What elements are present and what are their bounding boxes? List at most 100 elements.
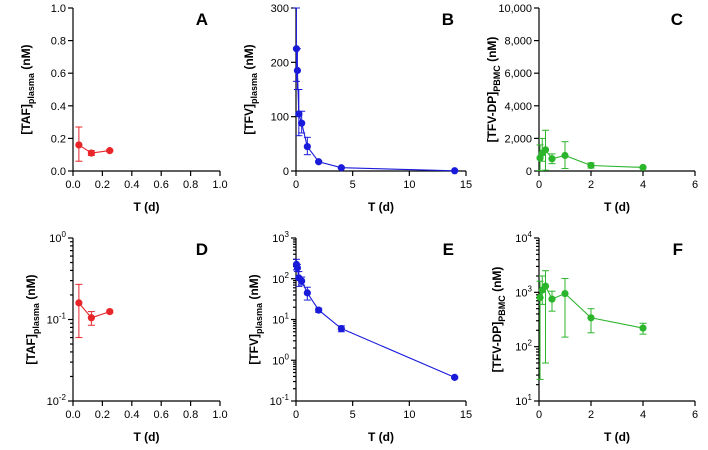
y-tick-label: 100 bbox=[271, 112, 289, 124]
y-axis-label-unit: (nM) bbox=[490, 267, 504, 296]
x-tick-label: 0 bbox=[536, 179, 542, 191]
y-tick-base: 10 bbox=[49, 233, 61, 245]
x-axis-label: T (d) bbox=[368, 200, 394, 214]
y-tick-base: 10 bbox=[270, 396, 282, 408]
y-tick-base: 10 bbox=[515, 287, 527, 299]
data-point bbox=[337, 164, 345, 172]
y-axis-label: [TAF]plasma (nM) bbox=[24, 274, 41, 364]
series-line bbox=[295, 48, 455, 172]
y-tick-label: 2,000 bbox=[504, 133, 532, 145]
y-tick-label: 200 bbox=[271, 57, 289, 69]
y-tick-label: 101 bbox=[515, 393, 532, 408]
y-tick-label: 101 bbox=[272, 312, 289, 327]
x-tick-label: 0.8 bbox=[183, 409, 198, 421]
data-point bbox=[303, 142, 311, 151]
y-tick-label: 102 bbox=[272, 271, 289, 286]
data-point bbox=[548, 155, 556, 163]
panel-letter: C bbox=[671, 10, 683, 29]
data-point bbox=[87, 149, 95, 157]
y-tick-label: 103 bbox=[272, 230, 289, 245]
series-line bbox=[78, 302, 110, 319]
data-point bbox=[337, 324, 345, 333]
y-tick-label: 0 bbox=[526, 166, 532, 178]
data-point bbox=[293, 264, 302, 272]
x-tick-label: 0 bbox=[293, 409, 299, 421]
y-tick-label: 10-1 bbox=[270, 393, 290, 408]
x-tick-label: 5 bbox=[350, 409, 356, 421]
y-axis-label-subscript: PBMC bbox=[497, 295, 507, 322]
y-tick-base: 10 bbox=[272, 355, 284, 367]
data-point bbox=[451, 373, 459, 381]
panel-letter: B bbox=[442, 10, 454, 29]
y-axis-label-subscript: plasma bbox=[31, 302, 41, 334]
y-tick-exponent: 0 bbox=[285, 352, 290, 361]
data-point bbox=[639, 163, 647, 172]
x-tick-label: 0.6 bbox=[154, 179, 169, 191]
x-tick-label: 0.4 bbox=[124, 179, 139, 191]
y-axis-label-subscript: PBMC bbox=[492, 65, 502, 92]
y-tick-exponent: -2 bbox=[59, 393, 67, 402]
x-tick-label: 0 bbox=[293, 179, 299, 191]
y-tick-label: 0.8 bbox=[51, 36, 66, 48]
y-tick-label: 4,000 bbox=[504, 101, 532, 113]
y-axis-label-subscript: plasma bbox=[26, 72, 36, 104]
y-tick-label: 1.0 bbox=[51, 3, 66, 15]
x-tick-label: 15 bbox=[460, 179, 472, 191]
x-tick-label: 15 bbox=[460, 409, 472, 421]
x-tick-label: 0.4 bbox=[124, 409, 139, 421]
y-axis-label-unit: (nM) bbox=[242, 44, 256, 73]
y-axis-label-unit: (nM) bbox=[247, 274, 261, 303]
y-tick-exponent: 0 bbox=[62, 230, 67, 239]
y-tick-exponent: 3 bbox=[285, 230, 290, 239]
data-point bbox=[106, 147, 114, 155]
y-axis-label: [TFV]plasma (nM) bbox=[247, 274, 264, 364]
y-tick-label: 0.0 bbox=[51, 166, 66, 178]
y-tick-base: 10 bbox=[47, 315, 59, 327]
y-tick-base: 10 bbox=[272, 233, 284, 245]
y-axis-label-subscript: plasma bbox=[254, 302, 264, 334]
y-axis-label-subscript: plasma bbox=[249, 72, 259, 104]
y-tick-label: 10,000 bbox=[498, 3, 532, 15]
x-tick-label: 1.0 bbox=[212, 179, 227, 191]
x-tick-label: 2 bbox=[588, 409, 594, 421]
y-tick-exponent: 1 bbox=[528, 393, 533, 402]
data-point bbox=[295, 110, 303, 118]
x-tick-label: 6 bbox=[692, 409, 698, 421]
x-tick-label: 10 bbox=[403, 409, 415, 421]
data-point bbox=[639, 324, 647, 332]
x-tick-label: 10 bbox=[403, 179, 415, 191]
y-axis-label-main: [TFV-DP] bbox=[485, 92, 499, 143]
y-tick-base: 10 bbox=[272, 274, 284, 286]
x-axis-label: T (d) bbox=[368, 430, 394, 444]
y-tick-label: 100 bbox=[49, 230, 66, 245]
y-tick-label: 104 bbox=[515, 230, 532, 245]
y-tick-label: 0.6 bbox=[51, 68, 66, 80]
y-tick-base: 10 bbox=[515, 233, 527, 245]
x-tick-label: 5 bbox=[350, 179, 356, 191]
data-point bbox=[541, 282, 550, 290]
y-tick-base: 10 bbox=[515, 396, 527, 408]
y-tick-label: 10-2 bbox=[47, 393, 67, 408]
panel-letter: A bbox=[196, 10, 208, 29]
data-point bbox=[303, 289, 311, 297]
x-axis-label: T (d) bbox=[604, 430, 630, 444]
panel-letter: F bbox=[673, 240, 683, 259]
y-axis-label-main: [TFV-DP] bbox=[490, 322, 504, 373]
y-tick-exponent: -1 bbox=[59, 312, 67, 321]
x-tick-label: 0.6 bbox=[154, 409, 169, 421]
data-point bbox=[587, 161, 595, 170]
y-tick-label: 300 bbox=[271, 3, 289, 15]
x-tick-label: 4 bbox=[640, 409, 646, 421]
y-tick-label: 6,000 bbox=[504, 68, 532, 80]
y-tick-label: 0 bbox=[283, 166, 289, 178]
data-point bbox=[561, 151, 569, 160]
x-tick-label: 0.0 bbox=[65, 409, 80, 421]
x-axis-label: T (d) bbox=[134, 200, 160, 214]
data-point bbox=[298, 277, 306, 285]
panel-A: 0.0 0.2 0.4 0.6 0.8 1.0 0.0 0.2 0.4 0.6 0.8 1.0 T (d… bbox=[19, 3, 228, 214]
y-tick-label: 10-1 bbox=[47, 312, 67, 327]
